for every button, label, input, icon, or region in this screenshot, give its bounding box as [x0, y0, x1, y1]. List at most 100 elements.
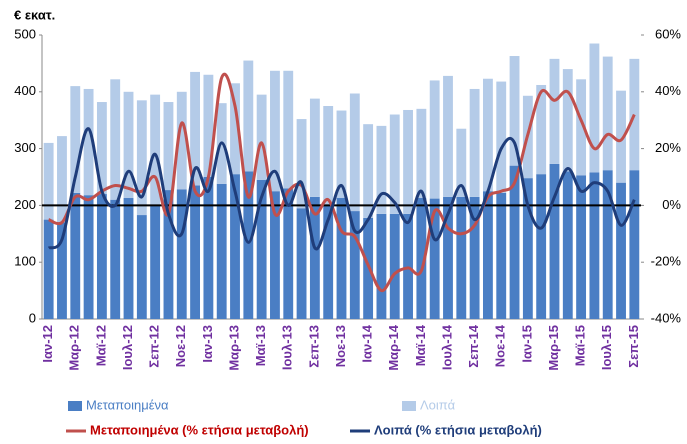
- bar: [43, 142, 54, 220]
- bar: [190, 71, 201, 186]
- x-tick-label: Μαϊ-14: [413, 324, 428, 366]
- y-tick-label: 500: [14, 26, 36, 41]
- legend-label: Μεταποιημένα: [86, 397, 169, 412]
- bar: [57, 222, 67, 319]
- legend-label: Λοιπά: [420, 397, 456, 412]
- bar: [549, 58, 560, 164]
- bar: [509, 56, 520, 166]
- bar: [482, 191, 493, 319]
- bar: [376, 125, 387, 214]
- bar: [536, 174, 547, 319]
- bar: [443, 75, 453, 197]
- bar: [243, 60, 254, 172]
- bar: [123, 91, 134, 199]
- y2-tick-label: 40%: [655, 83, 681, 98]
- bar: [416, 108, 427, 199]
- bar: [536, 84, 547, 175]
- bar: [176, 91, 187, 190]
- bar: [482, 78, 493, 192]
- bar: [429, 80, 440, 199]
- legend-swatch: [68, 401, 82, 411]
- x-tick-label: Σεπ-14: [466, 324, 481, 367]
- x-tick-label: Μαρ-13: [226, 325, 241, 371]
- bar: [363, 124, 374, 218]
- bar: [243, 171, 254, 319]
- bar: [230, 174, 240, 319]
- bar: [456, 128, 467, 197]
- bar: [389, 114, 400, 214]
- bar: [190, 185, 201, 319]
- x-tick-label: Σεπ-15: [626, 325, 641, 368]
- bar: [496, 81, 507, 193]
- bar: [83, 88, 94, 196]
- bar: [602, 56, 613, 171]
- bar: [456, 196, 467, 319]
- y2-tick-label: 20%: [655, 140, 681, 155]
- y-axis-label: € εκατ.: [14, 7, 55, 22]
- bar: [70, 192, 81, 319]
- x-tick-label: Μαϊ-13: [253, 325, 268, 366]
- y-tick-label: 300: [14, 140, 36, 155]
- bar: [629, 170, 640, 319]
- bar: [389, 213, 400, 319]
- bar: [562, 171, 573, 319]
- bar: [323, 205, 334, 319]
- bar: [616, 182, 626, 319]
- bar: [283, 70, 294, 189]
- bar: [176, 189, 187, 319]
- bar: [522, 178, 533, 319]
- x-tick-label: Ιουλ-14: [439, 324, 454, 370]
- x-tick-label: Νοε-13: [333, 325, 348, 367]
- bar: [110, 79, 121, 200]
- bar: [70, 86, 81, 193]
- x-tick-label: Μαϊ-15: [573, 325, 588, 366]
- bar: [136, 100, 147, 216]
- line: [47, 127, 636, 251]
- bar: [469, 196, 480, 319]
- x-tick-label: Σεπ-12: [147, 325, 162, 368]
- bar: [616, 90, 626, 183]
- y-tick-label: 100: [14, 254, 36, 269]
- y-tick-label: 0: [29, 310, 36, 325]
- bar: [509, 165, 520, 319]
- bar: [256, 94, 267, 180]
- bar: [150, 205, 161, 319]
- bar: [270, 191, 280, 319]
- bar: [349, 93, 360, 212]
- bar: [163, 102, 174, 191]
- bar: [549, 163, 560, 319]
- bar: [589, 172, 600, 319]
- bar: [57, 136, 67, 223]
- bar: [576, 175, 587, 319]
- bar: [403, 109, 413, 214]
- bar: [150, 94, 161, 206]
- y2-tick-label: -20%: [651, 254, 682, 269]
- bar: [602, 170, 613, 319]
- bar: [43, 219, 54, 319]
- x-tick-label: Ιαν-14: [360, 324, 375, 362]
- x-tick-label: Μαϊ-12: [93, 325, 108, 366]
- bar: [416, 198, 427, 319]
- bar: [110, 199, 121, 319]
- x-tick-label: Μαρ-15: [546, 325, 561, 371]
- legend-swatch: [402, 401, 416, 411]
- bar: [83, 195, 94, 319]
- x-tick-label: Ιουλ-12: [120, 325, 135, 370]
- y2-tick-label: 0%: [662, 197, 681, 212]
- bar: [376, 213, 387, 319]
- line: [48, 72, 636, 293]
- bar: [296, 208, 307, 319]
- bar: [136, 215, 147, 319]
- bar: [163, 190, 174, 319]
- bar: [309, 196, 320, 319]
- x-tick-label: Ιουλ-15: [599, 325, 614, 370]
- x-tick-label: Νοε-12: [173, 325, 188, 367]
- bar: [96, 194, 107, 319]
- y-tick-label: 200: [14, 197, 36, 212]
- x-tick-label: Ιαν-13: [200, 325, 215, 363]
- x-tick-label: Νοε-14: [493, 324, 508, 367]
- bar: [283, 188, 294, 319]
- x-tick-label: Ιαν-12: [40, 325, 55, 363]
- bar: [96, 102, 107, 195]
